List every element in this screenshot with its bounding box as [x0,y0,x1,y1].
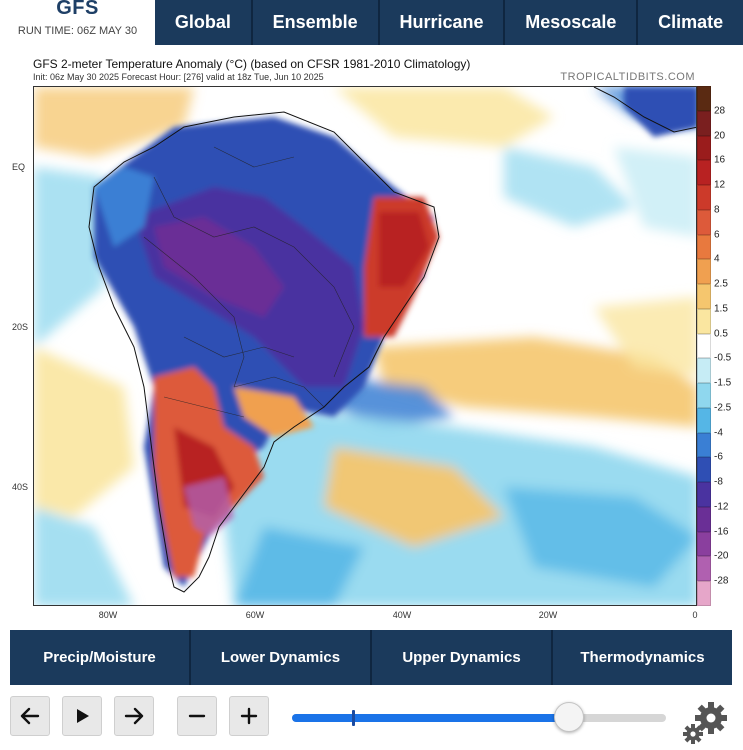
zoom-in-button[interactable] [229,696,269,736]
colorbar-cell [697,110,711,136]
colorbar-label: 0.5 [714,328,728,340]
category-tabs: Precip/Moisture Lower Dynamics Upper Dyn… [10,630,732,685]
colorbar-label: -12 [714,501,729,513]
colorbar-cell [697,556,711,582]
colorbar-label: -20 [714,550,729,562]
colorbar-label: -16 [714,526,729,538]
top-bar: GFS RUN TIME: 06Z MAY 30 Global Ensemble… [0,0,743,45]
map-title: GFS 2-meter Temperature Anomaly (°C) (ba… [33,57,471,71]
arrow-right-icon [124,707,144,725]
nav-hurricane[interactable]: Hurricane [377,0,504,45]
plus-icon [240,707,258,725]
brand[interactable]: GFS RUN TIME: 06Z MAY 30 [0,0,155,45]
anomaly-map-graphic [34,87,696,605]
colorbar [697,86,711,606]
tab-precip-moisture[interactable]: Precip/Moisture [43,649,156,666]
zoom-out-button[interactable] [177,696,217,736]
timeline-marker [351,710,355,726]
colorbar-cell [697,482,711,507]
colorbar-label: -1.5 [714,377,732,389]
timeline-slider[interactable] [292,690,666,746]
tab-upper-dynamics[interactable]: Upper Dynamics [370,630,551,685]
colorbar-cell [697,457,711,483]
forward-button[interactable] [114,696,154,736]
colorbar-cell [697,358,711,384]
colorbar-cell [697,581,711,606]
colorbar-label: -28 [714,575,729,587]
colorbar-label: 4 [714,253,720,265]
brand-title[interactable]: GFS [56,0,99,19]
colorbar-cell [697,234,711,260]
tab-lower-dynamics[interactable]: Lower Dynamics [189,630,370,685]
lat-label-20s: 20S [12,322,29,332]
map-header: GFS 2-meter Temperature Anomaly (°C) (ba… [33,55,713,87]
colorbar-cell [697,135,711,161]
colorbar-label: 12 [714,179,726,191]
colorbar-label: 2.5 [714,278,728,290]
nav-global[interactable]: Global [174,12,231,32]
play-button[interactable] [62,696,102,736]
nav-mesoscale[interactable]: Mesoscale [503,0,636,45]
gear-icon[interactable] [680,696,730,746]
colorbar-cell [697,284,711,309]
timeline-thumb[interactable] [553,702,584,732]
play-icon [77,709,89,723]
site-watermark: TROPICALTIDBITS.COM [560,71,695,83]
colorbar-label: 28 [714,105,726,117]
nav-climate[interactable]: Climate [636,0,743,45]
colorbar-cell [697,308,711,334]
run-time: RUN TIME: 06Z MAY 30 [17,25,138,37]
colorbar-label: -4 [714,427,723,439]
colorbar-label: -6 [714,451,723,463]
colorbar-cell [697,531,711,557]
colorbar-label: 16 [714,154,726,166]
colorbar-cell [697,185,711,210]
playback-controls [0,690,743,750]
lon-label-0: 0 [692,610,698,620]
colorbar-cell [697,383,711,408]
colorbar-label: -0.5 [714,352,732,364]
nav-ensemble[interactable]: Ensemble [250,0,378,45]
lon-label-40w: 40W [392,610,412,620]
colorbar-cell [697,407,711,433]
colorbar-cell [697,432,711,458]
lon-label-80w: 80W [98,610,118,620]
colorbar-label: -2.5 [714,402,732,414]
lat-label-eq: EQ [12,162,26,172]
anomaly-map[interactable] [33,86,697,606]
minus-icon [188,714,206,718]
lon-label-20w: 20W [538,610,558,620]
colorbar-cell [697,209,711,235]
lat-label-40s: 40S [12,482,29,492]
colorbar-label: 8 [714,204,720,216]
colorbar-label: -8 [714,476,723,488]
timeline-fill [292,714,569,722]
colorbar-label: 20 [714,130,726,142]
colorbar-cell [697,86,711,111]
colorbar-label: 1.5 [714,303,728,315]
back-button[interactable] [10,696,50,736]
colorbar-cell [697,160,711,186]
lon-label-60w: 60W [245,610,265,620]
tab-thermodynamics[interactable]: Thermodynamics [551,630,732,685]
map-init-line: Init: 06z May 30 2025 Forecast Hour: [27… [33,72,324,82]
colorbar-cell [697,506,711,532]
top-nav: Global Ensemble Hurricane Mesoscale Clim… [155,0,743,45]
colorbar-cell [697,259,711,285]
colorbar-label: 6 [714,229,720,241]
arrow-left-icon [20,707,40,725]
colorbar-cell [697,333,711,359]
